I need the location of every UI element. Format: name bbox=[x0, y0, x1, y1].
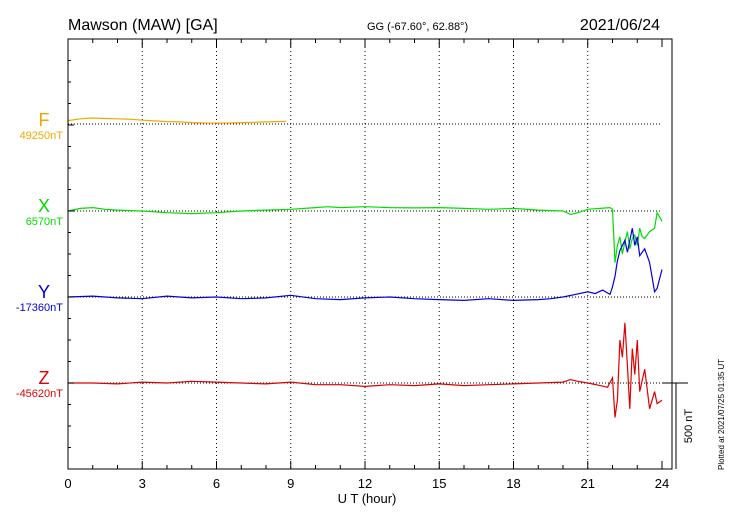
series-name-z: Z bbox=[39, 368, 50, 388]
x-tick-label: 0 bbox=[64, 476, 71, 491]
series-line-f bbox=[67, 117, 286, 124]
series-name-f: F bbox=[39, 110, 50, 130]
plotted-timestamp: Plotted at 2021/07/25 01:35 UT bbox=[717, 359, 726, 470]
x-tick-label: 15 bbox=[432, 476, 446, 491]
grid-lines bbox=[141, 39, 589, 469]
plot-frame bbox=[67, 38, 673, 470]
x-tick-label: 9 bbox=[287, 476, 294, 491]
series-line-y bbox=[67, 228, 663, 302]
series-group bbox=[67, 117, 663, 418]
baseline-value-f: 49250nT bbox=[20, 130, 64, 142]
x-tick-label: 12 bbox=[358, 476, 372, 491]
date-label: 2021/06/24 bbox=[580, 17, 660, 34]
station-title: Mawson (MAW) [GA] bbox=[68, 17, 218, 34]
series-line-x bbox=[67, 206, 663, 263]
series-name-x: X bbox=[38, 196, 50, 216]
x-tick-label: 3 bbox=[139, 476, 146, 491]
series-name-y: Y bbox=[38, 282, 50, 302]
baselines bbox=[68, 123, 662, 384]
scale-bar-label: 500 nT bbox=[683, 409, 695, 444]
x-tick-label: 21 bbox=[581, 476, 595, 491]
x-axis-label: U T (hour) bbox=[338, 491, 397, 506]
baseline-value-x: 6570nT bbox=[26, 216, 64, 228]
x-tick-label: 18 bbox=[506, 476, 520, 491]
baseline-value-z: -45620nT bbox=[16, 388, 63, 400]
series-line-z bbox=[68, 322, 663, 418]
x-tick-label: 24 bbox=[655, 476, 669, 491]
axis-ticks: 0 3 6 9 12 15 18 21 24 bbox=[64, 39, 669, 491]
scale-bar: 500 nT bbox=[662, 382, 695, 469]
x-tick-label: 6 bbox=[213, 476, 220, 491]
coordinates-label: GG (-67.60°, 62.88°) bbox=[367, 21, 468, 33]
baseline-value-y: -17360nT bbox=[16, 302, 63, 314]
